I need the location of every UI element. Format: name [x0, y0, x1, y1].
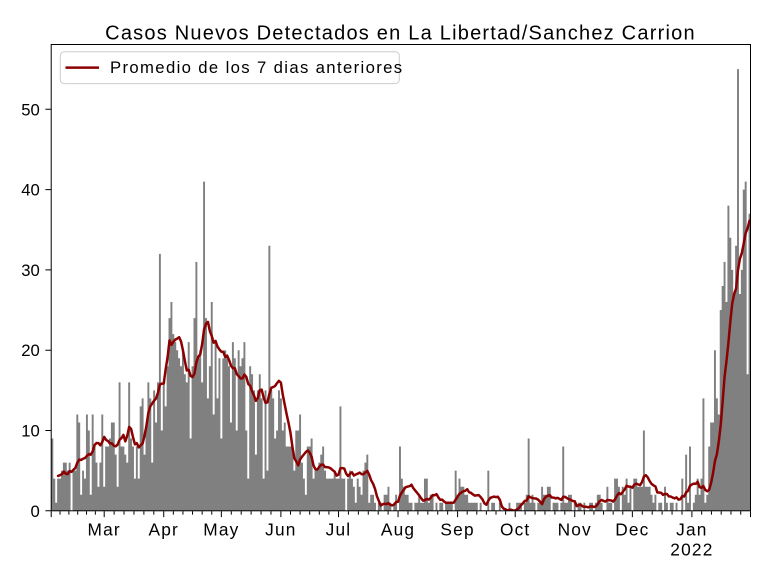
svg-text:Dec: Dec: [615, 520, 649, 540]
svg-text:Sep: Sep: [440, 520, 474, 540]
svg-text:Casos Nuevos Detectados en La: Casos Nuevos Detectados en La Libertad/S…: [105, 23, 696, 45]
svg-text:Aug: Aug: [381, 520, 415, 540]
svg-text:Jun: Jun: [265, 520, 296, 540]
svg-text:Jan: Jan: [676, 520, 707, 540]
svg-text:0: 0: [31, 502, 40, 521]
svg-text:50: 50: [21, 100, 40, 119]
svg-text:10: 10: [21, 422, 40, 441]
svg-text:Oct: Oct: [500, 520, 530, 540]
svg-text:20: 20: [21, 341, 40, 360]
svg-text:2022: 2022: [670, 540, 713, 560]
svg-text:Mar: Mar: [88, 520, 121, 540]
svg-text:Promedio de los 7 dias anterio: Promedio de los 7 dias anteriores: [110, 58, 403, 77]
svg-text:Jul: Jul: [326, 520, 352, 540]
svg-text:40: 40: [21, 181, 40, 200]
svg-text:30: 30: [21, 261, 40, 280]
svg-text:May: May: [203, 520, 239, 540]
svg-text:Nov: Nov: [558, 520, 592, 540]
svg-text:Apr: Apr: [148, 520, 179, 540]
